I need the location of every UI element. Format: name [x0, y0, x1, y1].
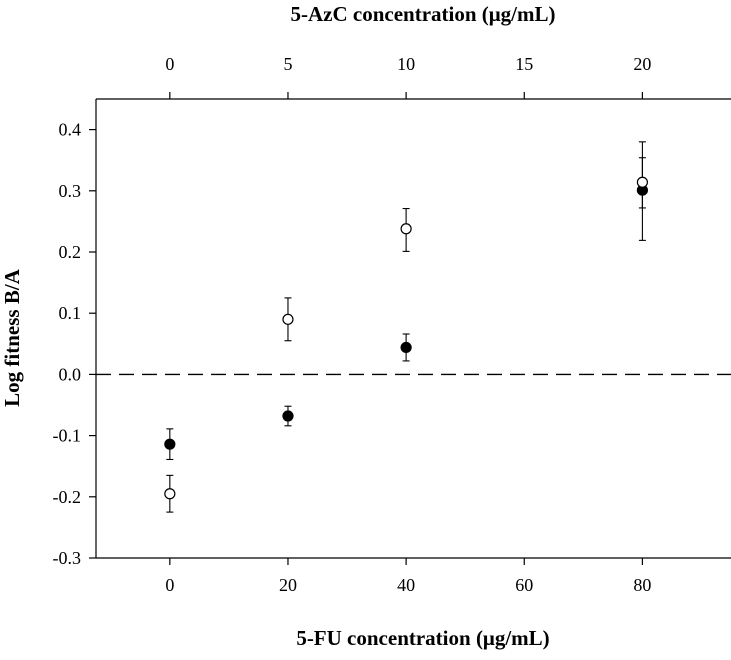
- top-x-axis-title: 5-AzC concentration (μg/mL): [290, 2, 555, 26]
- y-tick-label: -0.2: [53, 487, 82, 507]
- top-x-tick-label: 15: [515, 54, 533, 74]
- top-x-tick-label: 10: [397, 54, 415, 74]
- top-x-tick-label: 20: [633, 54, 651, 74]
- open-data-point: [282, 313, 294, 325]
- top-x-tick-label: 5: [283, 54, 292, 74]
- open-data-point: [164, 488, 176, 500]
- y-tick-label: 0.1: [59, 303, 82, 323]
- y-tick-label: 0.2: [59, 242, 82, 262]
- y-tick-label: -0.1: [53, 426, 82, 446]
- filled-data-point: [400, 341, 412, 354]
- x-axis-title: 5-FU concentration (μg/mL): [296, 626, 549, 650]
- x-tick-label: 40: [397, 575, 415, 595]
- y-tick-label: -0.3: [53, 548, 82, 568]
- y-tick-label: 0.0: [59, 364, 82, 384]
- y-tick-label: 0.3: [59, 181, 82, 201]
- filled-data-point: [282, 410, 294, 422]
- x-tick-label: 60: [515, 575, 533, 595]
- y-tick-label: 0.4: [59, 120, 82, 140]
- x-tick-label: 20: [279, 575, 297, 595]
- filled-data-point: [164, 438, 176, 450]
- open-data-point: [636, 176, 648, 188]
- y-axis-title: Log fitness B/A: [0, 268, 24, 407]
- x-tick-label: 0: [165, 575, 174, 595]
- top-x-tick-label: 0: [165, 54, 174, 74]
- x-tick-label: 80: [633, 575, 651, 595]
- open-data-point: [400, 223, 412, 235]
